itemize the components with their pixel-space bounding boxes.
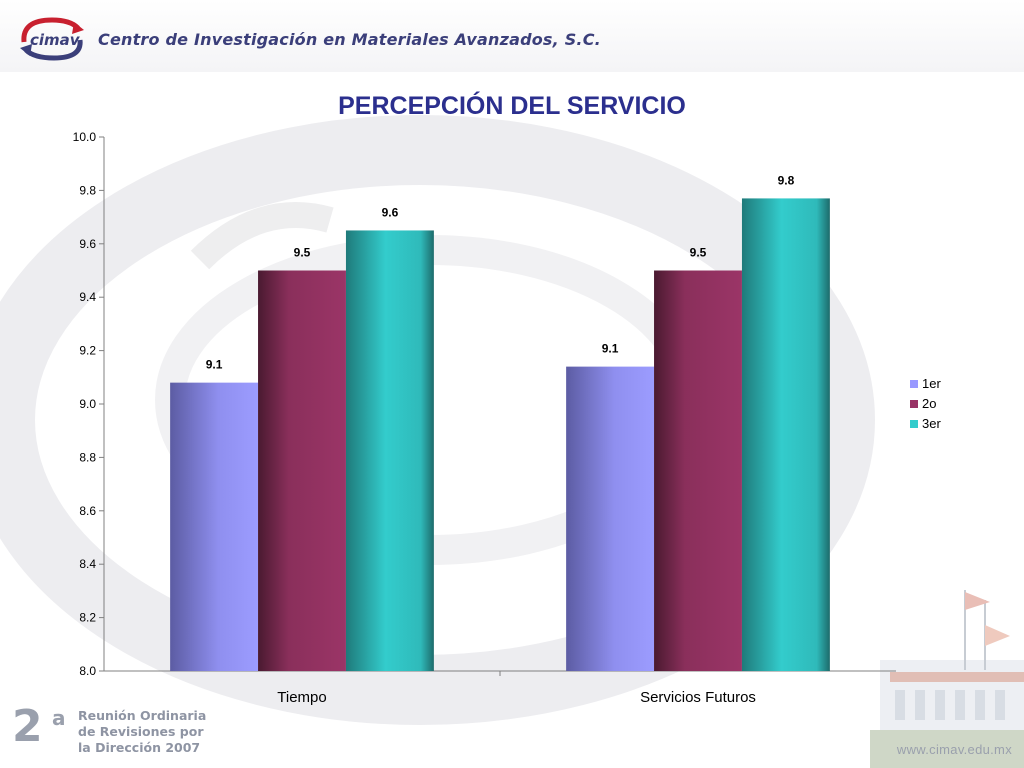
- data-label: 9.8: [778, 173, 795, 187]
- bar-1er-0: [170, 382, 259, 671]
- y-tick-label: 8.2: [79, 611, 96, 625]
- chart-bars: [170, 198, 830, 671]
- organization-name: Centro de Investigación en Materiales Av…: [98, 30, 601, 49]
- meeting-line: la Dirección 2007: [78, 740, 201, 755]
- header: cimav Centro de Investigación en Materia…: [0, 0, 1024, 72]
- meeting-line: Reunión Ordinaria: [78, 708, 207, 723]
- bar-3er-0: [345, 230, 434, 671]
- chart-legend: 1er 2o 3er: [910, 376, 941, 431]
- category-label: Tiempo: [277, 689, 326, 706]
- y-tick-label: 9.0: [79, 397, 96, 411]
- bar-3er-1: [741, 198, 830, 671]
- chart-data-labels: 9.1 9.5 9.6 9.1 9.5 9.8: [206, 173, 795, 371]
- meeting-number: 2: [12, 701, 43, 752]
- y-tick-label: 8.4: [79, 557, 96, 571]
- data-label: 9.5: [690, 246, 707, 260]
- y-tick-label: 8.6: [79, 504, 96, 518]
- y-tick-label: 10.0: [73, 130, 97, 144]
- y-tick-label: 9.4: [79, 290, 96, 304]
- y-tick-label: 8.0: [79, 664, 96, 678]
- legend-label: 3er: [922, 416, 941, 431]
- data-label: 9.5: [294, 246, 311, 260]
- y-tick-label: 9.8: [79, 183, 96, 197]
- data-label: 9.1: [206, 358, 223, 372]
- meeting-line: de Revisiones por: [78, 724, 204, 739]
- data-label: 9.6: [382, 205, 399, 219]
- legend-label: 2o: [922, 396, 936, 411]
- legend-swatch: [910, 420, 918, 428]
- meeting-badge: 2 a Reunión Ordinaria de Revisiones por …: [12, 701, 212, 762]
- building-photo: [870, 590, 1024, 768]
- logo-text: cimav: [30, 31, 81, 49]
- cimav-logo: cimav: [20, 17, 84, 61]
- y-tick-label: 9.6: [79, 237, 96, 251]
- bar-1er-1: [566, 366, 655, 671]
- category-label: Servicios Futuros: [640, 689, 756, 706]
- legend-swatch: [910, 400, 918, 408]
- chart-title: PERCEPCIÓN DEL SERVICIO: [338, 92, 686, 120]
- meeting-superscript: a: [52, 706, 66, 730]
- y-tick-label: 9.2: [79, 344, 96, 358]
- bar-2o-1: [654, 270, 742, 671]
- y-tick-label: 8.8: [79, 450, 96, 464]
- data-label: 9.1: [602, 342, 619, 356]
- website-url[interactable]: www.cimav.edu.mx: [896, 742, 1012, 757]
- legend-label: 1er: [922, 376, 941, 391]
- meeting-title: Reunión Ordinaria de Revisiones por la D…: [78, 708, 206, 756]
- bar-2o-0: [258, 270, 346, 671]
- chart-axes: 8.0 8.2 8.4 8.6 8.8 9.0 9.2 9.4 9.6 9.8 10.0 Tiempo…: [73, 130, 896, 706]
- legend-swatch: [910, 380, 918, 388]
